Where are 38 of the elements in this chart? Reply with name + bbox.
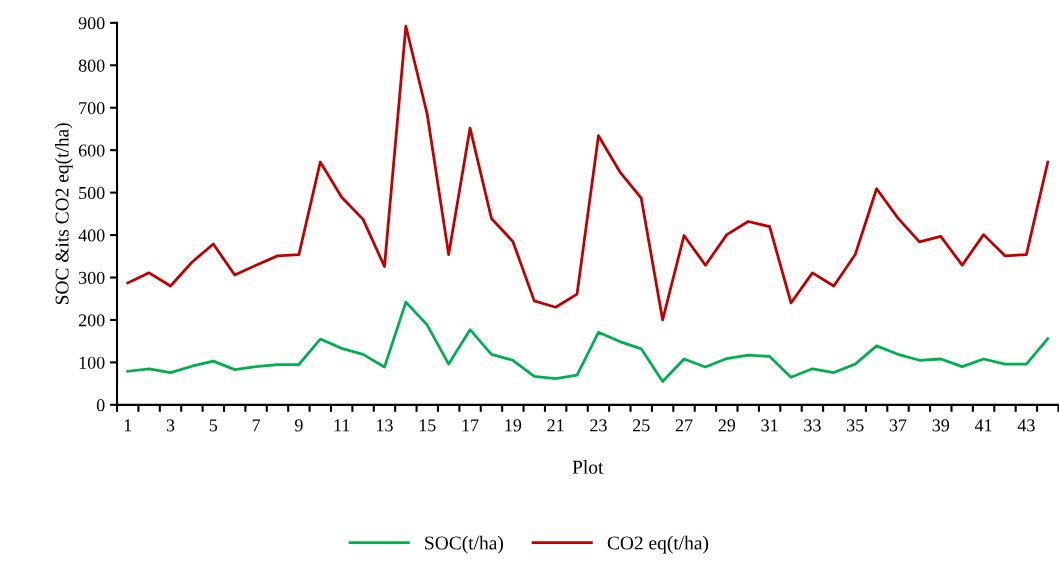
x-tick-label: 29	[718, 419, 736, 432]
y-tick-label: 700	[79, 101, 105, 115]
x-axis-title: Plot	[572, 460, 604, 474]
x-tick-label: 15	[419, 419, 436, 432]
legend-label: CO2 eq(t/ha)	[607, 535, 709, 554]
y-tick-label: 100	[79, 356, 105, 369]
x-tick-label: 37	[889, 419, 907, 432]
x-tick-label: 17	[462, 419, 479, 432]
x-tick-label: 39	[932, 419, 950, 432]
x-tick-label: 5	[209, 419, 218, 432]
y-axis-title: SOC &its CO2 eq(t/ha)	[54, 123, 73, 305]
x-tick-label: 9	[294, 419, 303, 432]
y-tick-label: 500	[79, 186, 105, 200]
x-tick-label: 3	[166, 419, 175, 432]
y-tick-label: 800	[78, 59, 105, 72]
y-tick-label: 900	[78, 17, 105, 30]
x-tick-label: 27	[675, 419, 693, 432]
x-tick-label: 13	[377, 419, 393, 432]
y-tick-label: 300	[78, 271, 105, 284]
x-tick-label: 41	[974, 419, 992, 432]
x-tick-label: 25	[633, 419, 650, 432]
legend-label: SOC(t/ha)	[425, 535, 503, 554]
x-tick-label: 19	[505, 419, 522, 432]
y-tick-label: 0	[96, 399, 105, 412]
line-series	[126, 24, 1050, 322]
y-tick-label: 200	[78, 314, 105, 327]
x-tick-label: 31	[761, 419, 778, 432]
y-tick-label: 600	[78, 144, 105, 157]
x-tick-label: 43	[1017, 419, 1035, 432]
x-tick-label: 35	[847, 419, 864, 432]
line-series	[126, 300, 1050, 383]
x-tick-label: 21	[547, 419, 564, 432]
x-tick-label: 11	[334, 419, 350, 432]
x-tick-label: 33	[804, 419, 821, 432]
x-tick-label: 1	[124, 419, 132, 432]
x-tick-label: 7	[252, 419, 261, 432]
x-tick-label: 23	[590, 419, 607, 432]
y-tick-label: 400	[78, 229, 105, 242]
